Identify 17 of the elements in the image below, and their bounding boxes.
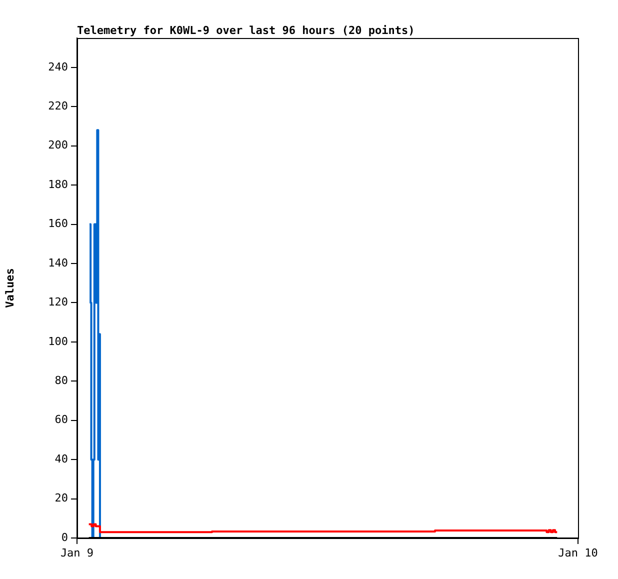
y-tick-label: 140 <box>48 256 68 270</box>
y-tick-label: 0 <box>61 530 68 544</box>
y-tick-label: 220 <box>48 99 68 112</box>
y-tick-label: 200 <box>48 138 68 152</box>
y-tick-label: 60 <box>54 413 68 426</box>
y-axis-title: Values <box>3 268 16 308</box>
y-tick-label: 20 <box>54 492 68 505</box>
y-tick-label: 180 <box>48 178 68 191</box>
y-tick-label: 80 <box>54 374 68 387</box>
x-tick-label: Jan 10 <box>558 546 598 560</box>
y-tick-label: 240 <box>48 60 68 74</box>
chart-title: Telemetry for K0WL-9 over last 96 hours (20 points) <box>77 24 415 37</box>
y-tick-label: 120 <box>48 296 68 309</box>
y-tick-label: 160 <box>48 217 68 230</box>
x-tick-label: Jan 9 <box>60 546 94 560</box>
y-tick-label: 40 <box>54 452 68 466</box>
y-tick-label: 100 <box>48 334 68 348</box>
